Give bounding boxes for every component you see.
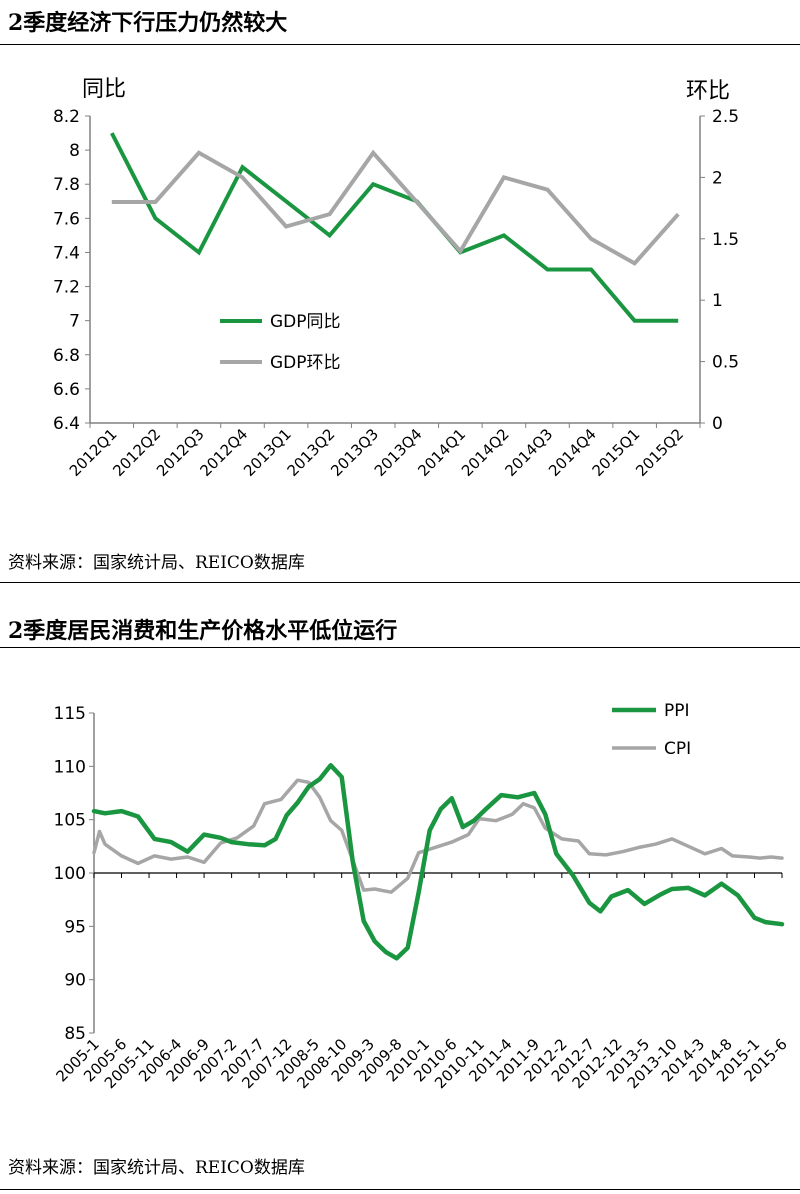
right-tick-label: 2 [712,168,723,188]
y-tick-label: 115 [54,704,86,724]
left-tick-label: 7.2 [53,278,80,298]
y-tick-label: 105 [54,811,86,831]
section1-title-rule [0,44,800,45]
y-tick-label: 110 [54,757,86,777]
series-line-gdp-qoq [111,149,680,266]
x-tick-label: 2012Q2 [109,425,164,480]
section1-source: 资料来源：国家统计局、REICO数据库 [8,553,305,573]
right-tick-label: 2.5 [712,107,739,127]
x-tick-label: 2015Q2 [632,425,687,480]
x-tick-label: 2015Q1 [589,425,644,480]
section2-source: 资料来源：国家统计局、REICO数据库 [8,1158,305,1178]
section1-bottom-rule [0,582,800,583]
x-tick-label: 2014Q3 [502,425,557,480]
x-tick-label: 2012Q4 [197,425,252,480]
left-tick-label: 7.4 [53,243,80,263]
right-tick-label: 1.5 [712,230,739,250]
right-tick-label: 0.5 [712,353,739,373]
left-tick-label: 6.6 [53,380,80,400]
series-line-ppi [91,763,785,961]
left-tick-label: 6.8 [53,346,80,366]
right-tick-label: 1 [712,291,723,311]
section2-bottom-rule [0,1189,800,1190]
y-tick-label: 90 [64,971,86,991]
x-tick-label: 2013Q4 [371,425,426,480]
left-tick-label: 8 [69,141,80,161]
left-axis-label: 同比 [82,77,126,102]
legend-label: GDP环比 [270,353,341,373]
left-tick-label: 8.2 [53,107,80,127]
series-line-cpi [92,778,784,894]
left-tick-label: 7 [69,312,80,332]
x-tick-label: 2013Q1 [240,425,295,480]
legend-label: CPI [664,739,691,759]
x-tick-label: 2014Q4 [545,425,600,480]
x-tick-label: 2014Q2 [458,425,513,480]
section1-title: 2季度经济下行压力仍然较大 [8,10,288,36]
x-tick-label: 2012Q3 [153,425,208,480]
left-tick-label: 7.8 [53,175,80,195]
y-tick-label: 85 [64,1024,86,1044]
legend-label: PPI [664,701,690,721]
right-tick-label: 0 [712,414,723,434]
x-tick-label: 2013Q3 [327,425,382,480]
y-tick-label: 100 [54,864,86,884]
y-tick-label: 95 [64,917,86,937]
right-axis-label: 环比 [686,79,730,104]
x-tick-label: 2014Q1 [414,425,469,480]
section2-title: 2季度居民消费和生产价格水平低位运行 [8,618,398,644]
x-tick-label: 2013Q2 [284,425,339,480]
gdp-chart: 同比 环比 8.2 8 7.8 7.6 7.4 7.2 7 6.8 6.6 6.4 2.5 2 1.5 1 0.… [53,77,739,480]
series-line-gdp-yoy [110,132,679,323]
legend-label: GDP同比 [270,312,341,332]
section2-title-rule [0,647,800,648]
price-index-chart: 1151101051009590852005-12005-62005-11200… [53,701,791,1092]
left-tick-label: 6.4 [53,414,80,434]
left-tick-label: 7.6 [53,209,80,229]
